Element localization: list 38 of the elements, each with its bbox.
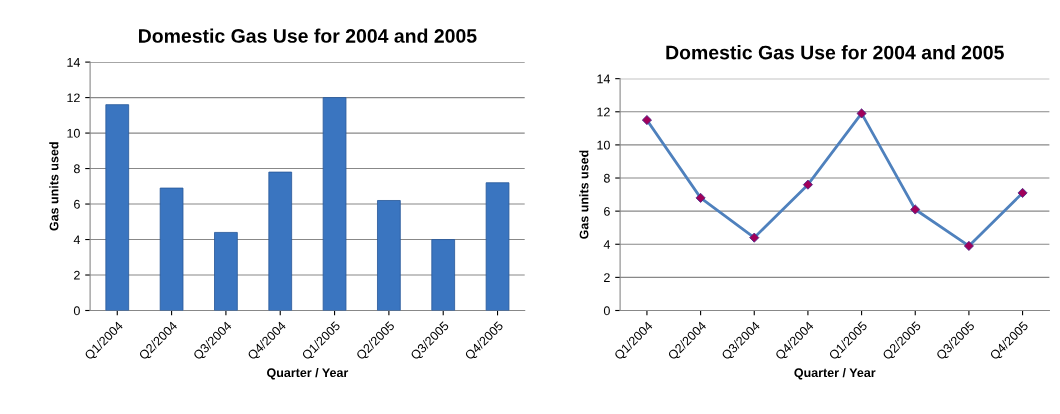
bar <box>214 232 238 311</box>
chart-title: Domestic Gas Use for 2004 and 2005 <box>666 45 1004 60</box>
bar <box>431 239 456 311</box>
y-axis-title: Gas units used <box>49 142 59 231</box>
y-tick-label: 2 <box>74 270 80 280</box>
y-tick-label: 0 <box>603 306 610 316</box>
y-tick-label: 6 <box>604 206 610 216</box>
y-tick-label: 10 <box>597 140 610 150</box>
y-tick-label: 14 <box>597 74 611 84</box>
point <box>802 179 813 190</box>
point <box>695 192 706 203</box>
y-tick-label: 14 <box>67 58 81 67</box>
bar <box>268 171 293 311</box>
point <box>963 240 974 251</box>
bar <box>105 104 130 311</box>
point <box>910 204 921 215</box>
y-tick-label: 12 <box>67 93 80 103</box>
y-axis-title: Gas units used <box>579 150 589 239</box>
bar <box>377 200 401 311</box>
bar <box>322 97 347 311</box>
y-tick-label: 4 <box>603 240 611 249</box>
y-tick-label: 4 <box>73 235 81 245</box>
point <box>1017 187 1028 198</box>
y-tick-label: 8 <box>603 173 610 183</box>
y-tick-label: 2 <box>604 273 610 282</box>
point <box>749 232 760 243</box>
y-tick-label: 0 <box>73 306 80 316</box>
y-tick-label: 8 <box>73 164 80 174</box>
x-axis-title: Quarter / Year <box>794 367 876 380</box>
y-tick-label: 12 <box>597 107 610 117</box>
bar <box>159 187 184 311</box>
point <box>856 108 867 119</box>
point <box>641 115 652 126</box>
x-axis-title: Quarter / Year <box>267 367 349 380</box>
bar <box>485 182 510 311</box>
y-tick-label: 10 <box>67 128 80 138</box>
y-tick-label: 6 <box>74 199 80 209</box>
chart-title: Domestic Gas Use for 2004 and 2005 <box>139 28 477 43</box>
